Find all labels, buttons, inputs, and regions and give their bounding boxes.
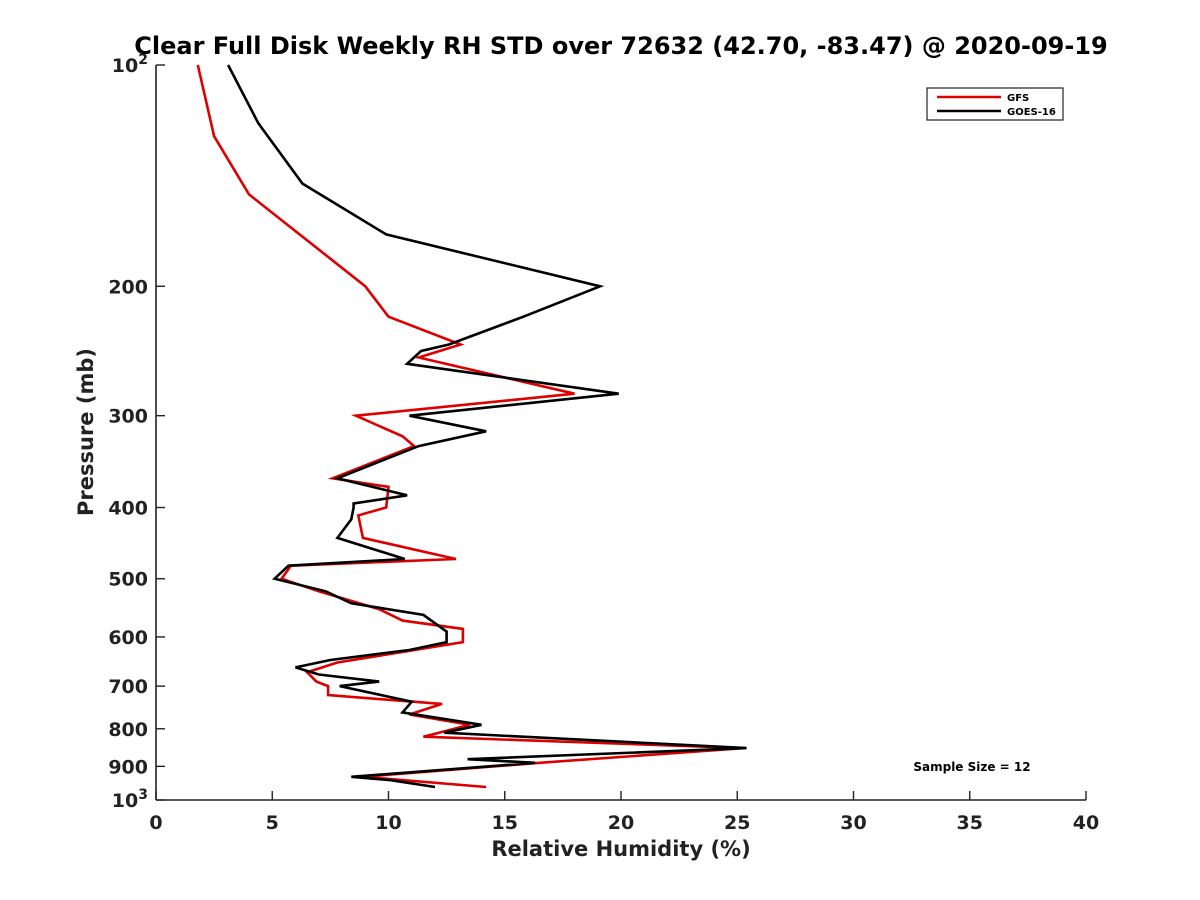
y-tick-label: 800 [108, 719, 148, 741]
legend-box [926, 87, 1064, 121]
y-tick-label: 900 [108, 756, 148, 778]
chart-title: Clear Full Disk Weekly RH STD over 72632… [134, 32, 1107, 60]
x-tick-label: 25 [724, 812, 750, 834]
y-axis-ticks: 102 200 300 400 500 600 700 800 900 103 [108, 52, 165, 812]
x-axis-ticks: 0 5 10 15 20 25 30 35 40 [149, 791, 1099, 834]
x-tick-label: 40 [1073, 812, 1099, 834]
y-tick-label: 300 [108, 406, 148, 428]
y-tick-label: 600 [108, 627, 148, 649]
y-tick-label: 400 [108, 498, 148, 520]
y-tick-label: 103 [112, 787, 148, 812]
series-layer [196, 64, 747, 789]
x-tick-label: 30 [840, 812, 866, 834]
x-tick-label: 35 [957, 812, 983, 834]
y-tick-label: 500 [108, 569, 148, 591]
series-line-goes-16 [226, 64, 747, 789]
x-tick-label: 10 [375, 812, 401, 834]
x-tick-label: 5 [266, 812, 279, 834]
series-line-gfs [196, 64, 745, 789]
y-tick-label: 700 [108, 676, 148, 698]
x-axis-label: Relative Humidity (%) [491, 837, 750, 861]
y-tick-label: 200 [108, 276, 148, 298]
sample-size-annotation: Sample Size = 12 [913, 760, 1030, 774]
legend-label-goes-16: GOES-16 [1007, 107, 1056, 118]
x-tick-label: 20 [608, 812, 634, 834]
y-axis-label: Pressure (mb) [74, 348, 98, 516]
x-tick-label: 0 [149, 812, 162, 834]
x-tick-label: 15 [492, 812, 518, 834]
legend: GFS GOES-16 [926, 87, 1064, 121]
legend-label-gfs: GFS [1007, 93, 1029, 104]
y-tick-label: 102 [112, 52, 148, 77]
